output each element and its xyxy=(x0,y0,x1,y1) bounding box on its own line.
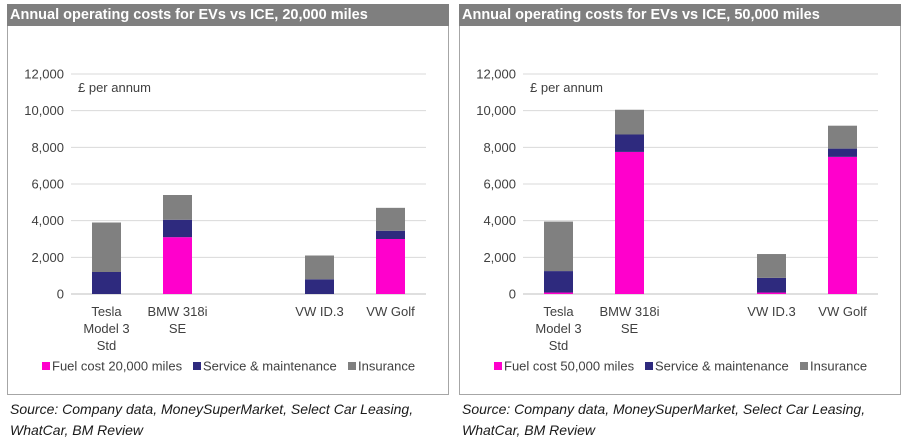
bar-segment xyxy=(92,272,121,294)
y-tick-label: 6,000 xyxy=(483,177,516,192)
legend-swatch xyxy=(348,362,356,370)
bar-chart-20000-miles: 0 2,000 4,000 6,000 8,000 10,000 12,000 £ per a… xyxy=(24,67,426,374)
legend-label: Insurance xyxy=(358,359,415,374)
bar-segment xyxy=(163,219,192,238)
y-tick-label: 0 xyxy=(57,287,64,302)
bar-segment xyxy=(376,239,405,294)
bar-segment xyxy=(544,221,573,272)
legend-label: Service & maintenance xyxy=(203,359,337,374)
y-tick-label: 0 xyxy=(509,287,516,302)
bar-segment xyxy=(615,134,644,152)
source-line: WhatCar, BM Review xyxy=(10,422,144,438)
bar-segment xyxy=(376,230,405,239)
chart-area: 0 2,000 4,000 6,000 8,000 10,000 12,000 £ per a… xyxy=(7,26,449,395)
x-tick-label: VW Golf xyxy=(818,304,867,319)
bar-segment xyxy=(615,109,644,135)
bar-segment xyxy=(305,279,334,294)
legend-label: Fuel cost 20,000 miles xyxy=(52,359,183,374)
source-line: Source: Company data, MoneySuperMarket, … xyxy=(10,401,414,417)
bar-segment xyxy=(92,222,121,272)
x-tick-label: Model 3 xyxy=(83,321,129,336)
x-tick-label: VW ID.3 xyxy=(747,304,795,319)
y-tick-label: 6,000 xyxy=(31,177,64,192)
bar-segment xyxy=(828,156,857,294)
unit-label: £ per annum xyxy=(530,80,603,95)
x-tick-label: VW ID.3 xyxy=(295,304,343,319)
x-tick-label: Std xyxy=(549,338,569,353)
y-tick-label: 8,000 xyxy=(483,140,516,155)
bar-segment xyxy=(757,254,786,278)
y-tick-label: 4,000 xyxy=(31,213,64,228)
x-tick-label: SE xyxy=(621,321,639,336)
bar-segment xyxy=(757,292,786,294)
legend-swatch xyxy=(193,362,201,370)
bar-segment xyxy=(305,255,334,280)
x-tick-label: SE xyxy=(169,321,187,336)
bar-segment xyxy=(828,125,857,149)
legend-swatch xyxy=(42,362,50,370)
bar-segment xyxy=(544,292,573,294)
bar-segment xyxy=(615,151,644,294)
y-tick-label: 10,000 xyxy=(24,103,64,118)
y-tick-label: 12,000 xyxy=(24,67,64,82)
legend-label: Service & maintenance xyxy=(655,359,789,374)
source-note: Source: Company data, MoneySuperMarket, … xyxy=(10,399,450,441)
x-tick-label: BMW 318i xyxy=(148,304,208,319)
legend-swatch xyxy=(800,362,808,370)
bar-segment xyxy=(163,237,192,294)
chart-panel-50000-miles: Annual operating costs for EVs vs ICE, 5… xyxy=(459,4,901,395)
chart-area: 0 2,000 4,000 6,000 8,000 10,000 12,000 £ per a… xyxy=(459,26,901,395)
bar-segment xyxy=(757,277,786,293)
bar-segment xyxy=(376,207,405,231)
bar-segment xyxy=(828,148,857,157)
y-tick-label: 12,000 xyxy=(476,67,516,82)
x-tick-label: Std xyxy=(97,338,117,353)
legend-label: Fuel cost 50,000 miles xyxy=(504,359,635,374)
legend-label: Insurance xyxy=(810,359,867,374)
y-tick-label: 2,000 xyxy=(483,250,516,265)
chart-title: Annual operating costs for EVs vs ICE, 5… xyxy=(459,4,901,26)
y-tick-label: 8,000 xyxy=(31,140,64,155)
chart-title: Annual operating costs for EVs vs ICE, 2… xyxy=(7,4,449,26)
bar-segment xyxy=(544,271,573,293)
bar-segment xyxy=(163,195,192,220)
source-note: Source: Company data, MoneySuperMarket, … xyxy=(462,399,902,441)
x-tick-label: Tesla xyxy=(91,304,122,319)
x-tick-label: VW Golf xyxy=(366,304,415,319)
x-tick-label: Tesla xyxy=(543,304,574,319)
y-tick-label: 10,000 xyxy=(476,103,516,118)
x-tick-label: BMW 318i xyxy=(600,304,660,319)
y-tick-label: 4,000 xyxy=(483,213,516,228)
y-tick-label: 2,000 xyxy=(31,250,64,265)
legend-swatch xyxy=(645,362,653,370)
source-line: WhatCar, BM Review xyxy=(462,422,596,438)
unit-label: £ per annum xyxy=(78,80,151,95)
chart-panel-20000-miles: Annual operating costs for EVs vs ICE, 2… xyxy=(7,4,449,395)
x-tick-label: Model 3 xyxy=(535,321,581,336)
bar-chart-50000-miles: 0 2,000 4,000 6,000 8,000 10,000 12,000 £ per a… xyxy=(476,67,878,374)
legend-swatch xyxy=(494,362,502,370)
source-line: Source: Company data, MoneySuperMarket, … xyxy=(462,401,866,417)
